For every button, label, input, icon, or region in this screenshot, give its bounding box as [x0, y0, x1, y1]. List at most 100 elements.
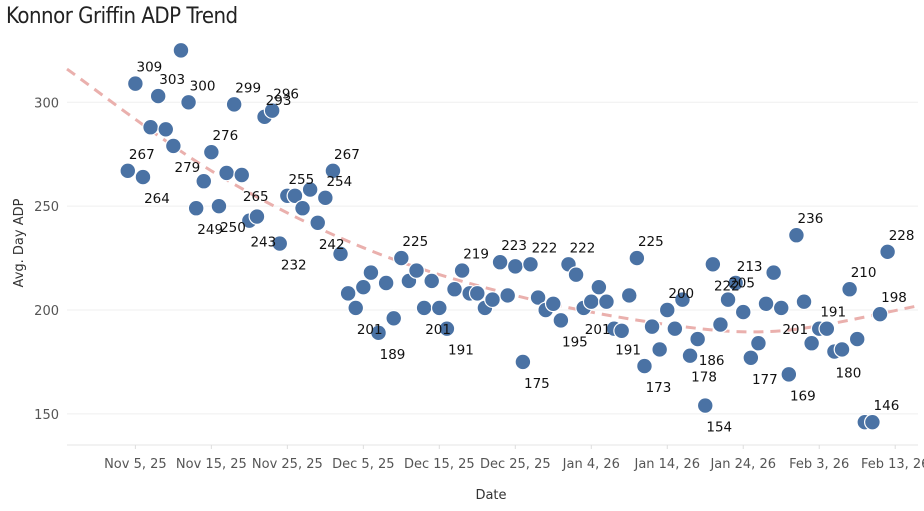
data-label: 201 — [782, 322, 808, 338]
data-point — [385, 309, 403, 327]
x-tick-label: Nov 15, 25 — [176, 457, 247, 472]
data-point — [712, 316, 729, 333]
data-label: 236 — [798, 211, 824, 227]
data-point — [514, 353, 532, 371]
data-label: 210 — [851, 265, 877, 281]
data-label: 243 — [250, 235, 276, 251]
data-point — [499, 287, 517, 304]
y-tick-label: 200 — [34, 304, 59, 319]
data-point — [552, 311, 570, 329]
x-tick-label: Dec 15, 25 — [404, 457, 475, 472]
data-label: 201 — [425, 322, 451, 338]
data-point — [187, 199, 205, 217]
data-label: 191 — [615, 343, 641, 359]
data-point — [408, 262, 425, 279]
data-point — [126, 75, 144, 93]
data-label: 201 — [357, 322, 383, 338]
data-point — [567, 266, 585, 284]
data-label: 146 — [874, 398, 900, 414]
data-point — [362, 264, 380, 282]
data-point — [522, 255, 539, 273]
data-label: 205 — [729, 276, 755, 292]
x-tick-label: Dec 25, 25 — [480, 457, 551, 472]
data-point — [704, 255, 722, 273]
data-label: 309 — [136, 60, 162, 76]
data-point — [210, 197, 228, 215]
data-point — [233, 166, 251, 184]
data-point — [271, 235, 289, 252]
data-point — [765, 264, 783, 282]
data-point — [719, 291, 737, 309]
data-label: 191 — [820, 305, 846, 321]
data-point — [506, 257, 524, 275]
data-label: 265 — [243, 189, 269, 205]
data-label: 303 — [159, 72, 185, 88]
data-point — [149, 87, 167, 105]
data-point — [636, 357, 653, 375]
x-tick-label: Feb 13, 26 — [861, 457, 924, 472]
data-point — [491, 253, 509, 271]
y-axis-title: Avg. Day ADP — [12, 198, 27, 287]
data-label: 250 — [220, 220, 246, 236]
data-point — [134, 168, 152, 186]
data-label: 296 — [273, 87, 299, 103]
chart-title: Konnor Griffin ADP Trend — [6, 4, 238, 29]
data-point — [864, 413, 881, 431]
x-tick-label: Feb 3, 26 — [789, 457, 849, 472]
data-point — [841, 280, 859, 298]
data-point — [202, 143, 220, 161]
x-tick-label: Jan 4, 26 — [562, 457, 620, 472]
x-tick-label: Nov 5, 25 — [104, 457, 167, 472]
data-label: 201 — [585, 322, 611, 338]
data-point — [643, 318, 661, 336]
data-point — [742, 349, 760, 367]
data-point — [354, 278, 372, 296]
data-label: 219 — [463, 247, 489, 263]
data-label: 186 — [699, 353, 725, 369]
data-label: 299 — [235, 80, 261, 96]
data-points — [119, 41, 897, 431]
trend-line — [66, 67, 919, 334]
data-point — [818, 320, 836, 338]
data-label: 189 — [380, 347, 406, 363]
data-label: 177 — [752, 372, 778, 388]
data-point — [339, 284, 357, 302]
y-tick-label: 150 — [34, 408, 59, 423]
data-point — [681, 347, 699, 365]
data-point — [430, 299, 448, 317]
data-labels: 2673092643032793002492762502992652432932… — [129, 60, 915, 436]
axes: 150 200 250 300 Nov 5, 25 Nov 15, 25 Nov 25, 2… — [34, 96, 924, 472]
data-label: 300 — [190, 78, 216, 94]
data-label: 173 — [646, 380, 672, 396]
x-axis-title: Date — [475, 488, 506, 503]
data-point — [727, 274, 745, 292]
data-label: 223 — [501, 238, 527, 254]
data-point — [172, 41, 190, 59]
data-point — [484, 291, 501, 309]
data-point — [598, 293, 615, 311]
data-label: 178 — [691, 370, 717, 386]
data-point — [772, 299, 790, 317]
data-point — [529, 289, 547, 306]
data-point — [666, 320, 684, 338]
data-point — [848, 330, 866, 348]
data-label: 225 — [402, 234, 428, 250]
data-point — [780, 365, 798, 383]
data-label: 195 — [562, 334, 588, 350]
data-point — [544, 295, 562, 313]
data-point — [415, 299, 433, 317]
data-point — [803, 334, 821, 352]
x-tick-label: Dec 5, 25 — [332, 457, 394, 472]
data-point — [689, 330, 707, 348]
data-point — [225, 95, 243, 113]
data-label: 228 — [889, 228, 915, 244]
data-label: 232 — [281, 258, 307, 274]
data-point — [658, 301, 676, 319]
data-label: 222 — [532, 240, 558, 256]
data-label: 169 — [790, 388, 816, 404]
data-point — [757, 295, 775, 313]
data-label: 276 — [212, 128, 238, 144]
data-point — [446, 280, 463, 298]
data-label: 222 — [714, 278, 740, 294]
